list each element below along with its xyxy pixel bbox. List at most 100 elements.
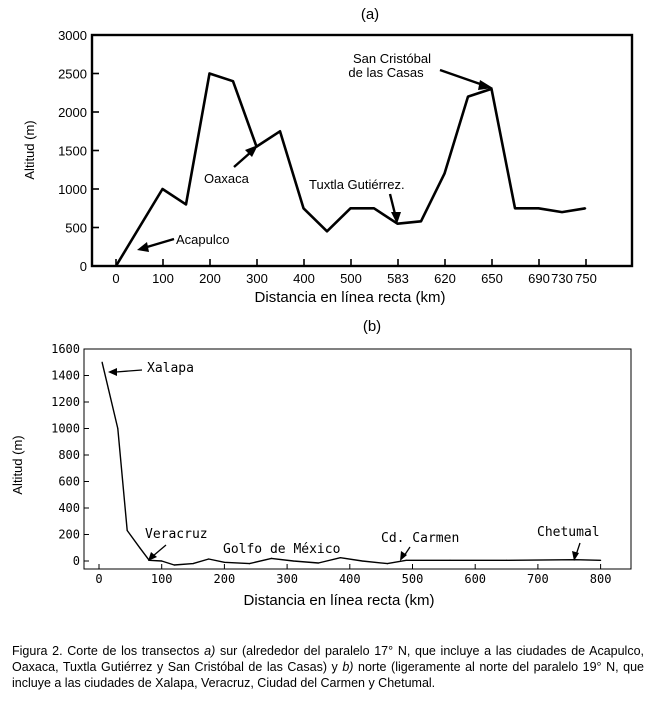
data-point [208, 72, 211, 75]
arrow-line [146, 237, 175, 249]
data-point [117, 427, 119, 430]
data-point [107, 388, 110, 390]
data-point [386, 563, 389, 565]
data-point [584, 207, 587, 210]
y-tick-label: 1400 [51, 369, 80, 383]
annotation-label: Veracruz [145, 527, 208, 542]
y-tick-label: 0 [73, 554, 80, 568]
panel-b-label: (b) [363, 318, 381, 335]
annotation-veracruz: Veracruz [145, 527, 208, 561]
arrow-head [108, 368, 117, 376]
x-tick-label: 650 [481, 271, 503, 286]
panel-a-x-axis-label: Distancia en línea recta (km) [255, 289, 446, 306]
annotation-label: Golfo de México [223, 542, 340, 557]
annotation-acapulco: Acapulco [137, 232, 229, 252]
arrow-head [148, 552, 157, 561]
y-tick-label: 2000 [58, 105, 87, 120]
arrow-line [388, 193, 397, 215]
panel-b: (b) 0 200 400 600 800 1000 1200 1400 1600 0 100 20… [10, 318, 632, 609]
arrow-line [152, 544, 167, 557]
y-tick-label: 1000 [51, 422, 80, 436]
x-tick-label: 583 [387, 271, 409, 286]
data-point [373, 207, 375, 210]
data-point [361, 560, 363, 562]
data-point [514, 207, 516, 210]
data-point [208, 558, 210, 560]
annotation-chetumal: Chetumal [537, 525, 600, 561]
panel-b-x-axis-label: Distancia en línea recta (km) [244, 592, 435, 609]
data-point [317, 562, 320, 564]
annotation-cd-carmen: Cd. Carmen [381, 531, 459, 561]
data-point [490, 88, 493, 90]
figure-caption: Figura 2. Corte de los transectos a) sur… [12, 643, 644, 691]
arrow-line [439, 68, 484, 87]
caption-middle: sur (alrededor del paralelo 17° N, que i… [12, 644, 645, 674]
arrow-line [115, 369, 143, 373]
x-tick-label: 620 [434, 271, 456, 286]
data-point [561, 211, 563, 213]
y-tick-label: 1200 [51, 395, 80, 409]
data-point [574, 559, 577, 561]
annotation-label-line2: de las Casas [348, 65, 424, 80]
data-point [270, 557, 273, 559]
arrow-head [478, 80, 493, 90]
annotation-xalapa: Xalapa [108, 361, 194, 376]
arrow-head [137, 242, 149, 252]
annotation-tuxtla: Tuxtla Gutiérrez. [309, 177, 405, 224]
annotation-label: Cd. Carmen [381, 531, 459, 546]
y-tick-label: 500 [65, 221, 87, 236]
data-point [505, 559, 508, 561]
data-point [279, 130, 281, 133]
panel-a-label: (a) [361, 6, 379, 23]
x-tick-label: 100 [152, 271, 174, 286]
panel-a-y-axis-label: Altitud (m) [22, 120, 37, 179]
data-point [185, 203, 187, 206]
arrow-line [233, 151, 252, 168]
data-point [248, 563, 251, 565]
caption-a-label: a) [204, 644, 216, 658]
x-tick-label: 200 [214, 572, 236, 586]
arrow-head [572, 551, 579, 561]
data-point [449, 559, 451, 561]
y-tick-label: 200 [58, 528, 80, 542]
data-point [537, 207, 540, 210]
x-tick-label: 690 [528, 271, 550, 286]
x-tick-label: 400 [293, 271, 315, 286]
annotation-label-line1: San Cristóbal [353, 51, 431, 66]
caption-suffix: norte (ligeramente al norte del paralelo… [12, 660, 645, 690]
data-point [349, 207, 352, 210]
data-point [232, 80, 234, 82]
data-point [126, 529, 128, 532]
x-tick-label: 730 [551, 271, 573, 286]
x-tick-label: 750 [575, 271, 597, 286]
panel-a: (a) 0 500 1000 1500 2000 2500 3000 0 100 200 300 4… [22, 6, 634, 306]
data-point [223, 561, 225, 563]
data-point [420, 220, 422, 223]
data-point [173, 564, 175, 566]
y-tick-label: 400 [58, 501, 80, 515]
data-point [405, 559, 407, 561]
data-point [292, 560, 294, 562]
caption-b-label: b) [342, 660, 354, 674]
data-point [161, 560, 163, 562]
y-tick-label: 0 [80, 259, 87, 274]
annotation-label: Xalapa [147, 361, 194, 376]
data-point [339, 557, 341, 559]
x-tick-label: 300 [246, 271, 268, 286]
data-point [443, 172, 446, 175]
x-tick-label: 0 [95, 572, 102, 586]
annotation-label: Tuxtla Gutiérrez. [309, 177, 405, 192]
panel-b-y-axis-label: Altitud (m) [10, 435, 25, 494]
data-point [192, 563, 194, 565]
x-tick-label: 800 [590, 572, 612, 586]
x-tick-label: 400 [339, 572, 361, 586]
y-tick-label: 800 [58, 448, 80, 462]
arrow-head [400, 551, 407, 561]
annotation-golfo: Golfo de México [223, 542, 340, 557]
data-point [115, 265, 117, 267]
x-tick-label: 0 [112, 271, 119, 286]
y-tick-label: 1600 [51, 342, 80, 356]
x-tick-label: 200 [199, 271, 221, 286]
annotation-label: Oaxaca [204, 171, 250, 186]
